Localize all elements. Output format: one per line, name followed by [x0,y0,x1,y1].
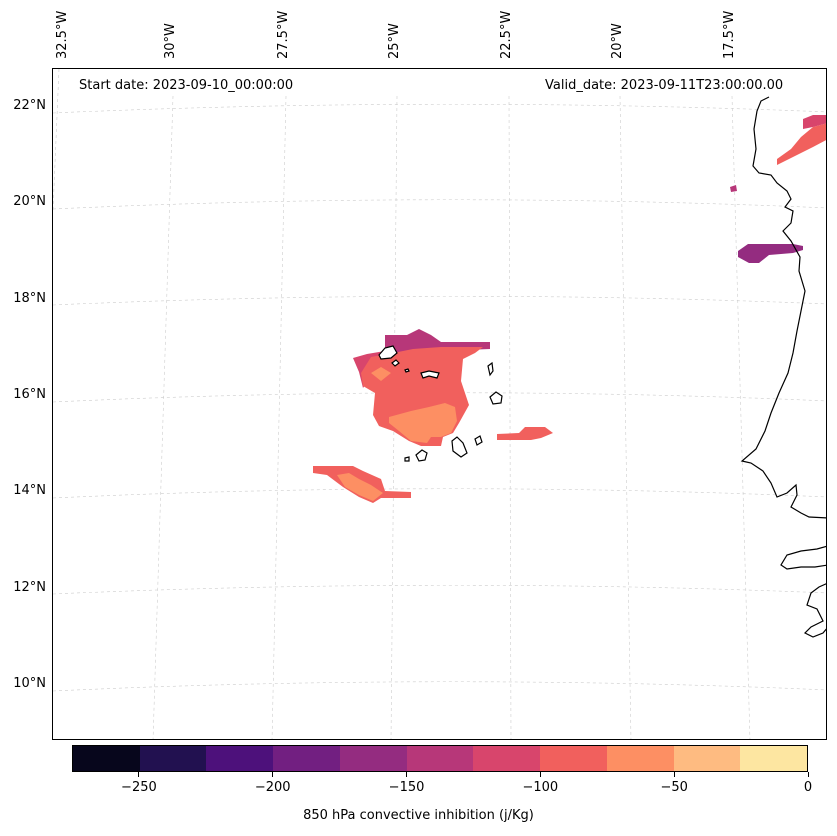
valid-date-text: Valid_date: 2023-09-11T23:00:00.00 [545,78,784,93]
cin-contours [313,115,826,503]
island-fogo [415,449,428,462]
lat-label-20n: 20°N [13,194,46,209]
start-date-text: Start date: 2023-09-10_00:00:00 [79,78,294,93]
colorbar-tick [138,772,140,777]
colorbar-tick [539,772,541,777]
island-boa-vista [489,391,503,405]
sw-band-inner [337,473,383,501]
parallel-16n [53,392,826,403]
colorbar-segment [339,746,407,771]
parallel-14n [53,488,826,499]
graticule [53,69,826,739]
meridian-20w [619,95,632,739]
parallel-12n [53,584,826,595]
colorbar-tick-label: −250 [121,780,157,795]
colorbar-label: 850 hPa convective inhibition (j/Kg) [303,808,534,823]
east-band [497,427,553,440]
coastal-strip-cap [803,115,826,129]
parallel-10n [53,681,826,692]
lon-label-27-5w: 27.5°W [276,10,291,59]
meridian-27-5w [271,95,287,739]
colorbar-segment [406,746,474,771]
island-santiago [451,436,468,458]
parallel-20n [53,199,826,210]
colorbar-tick [272,772,274,777]
colorbar-segment [473,746,541,771]
map-panel [52,68,827,740]
colorbar-segment [740,746,808,771]
lat-label-16n: 16°N [13,387,46,402]
colorbar-segment [206,746,274,771]
african-coast [740,96,826,519]
island-brava [404,456,410,462]
meridian-32-5w [53,69,60,212]
lat-label-18n: 18°N [13,291,46,306]
lat-label-10n: 10°N [13,676,46,691]
island-sal [487,361,494,377]
colorbar-tick [406,772,408,777]
coastal-cell-19n [738,244,803,263]
lon-label-25w: 25°W [387,23,402,59]
colorbar-tick-label: −200 [254,780,291,795]
meridian-17-5w [731,95,751,739]
coastal-strip-21-5n [777,123,826,165]
coastal-speck [730,185,737,192]
gambia-coast [780,545,826,570]
colorbar-tick-label: −50 [660,780,688,795]
colorbar-segment [673,746,741,771]
colorbar-segment [273,746,340,771]
colorbar-tick-label: −100 [522,780,559,795]
parallel-22n [53,103,826,114]
colorbar [72,745,808,772]
island-sao-nicolau [420,370,440,379]
colorbar-tick [673,772,675,777]
colorbar-tick [807,772,809,777]
parallel-18n [53,295,826,306]
meridian-30w [152,95,174,739]
colorbar-tick-label: 0 [803,780,813,795]
lon-label-30w: 30°W [163,23,178,59]
colorbar-segment [540,746,607,771]
meridian-22-5w [508,95,512,739]
cv-cell-inner-north [371,367,391,381]
lon-label-20w: 20°W [610,23,625,59]
island-santo-antao [378,345,398,360]
colorbar-tick-label: −150 [388,780,425,795]
island-maio [474,435,483,446]
island-sao-vicente [391,359,400,367]
guinea-bissau-coast [803,583,826,638]
lon-label-17-5w: 17.5°W [722,10,737,59]
lon-label-22-5w: 22.5°W [499,10,514,59]
cv-cell-inner [389,403,457,443]
colorbar-segment [606,746,674,771]
colorbar-segment [73,746,140,771]
lat-label-12n: 12°N [13,580,46,595]
coastlines [378,96,826,638]
island-santa-luzia [404,368,410,373]
lon-label-32-5w: 32.5°W [55,10,70,59]
colorbar-segment [139,746,207,771]
map-canvas [53,69,826,739]
lat-label-14n: 14°N [13,483,46,498]
lat-label-22n: 22°N [13,98,46,113]
